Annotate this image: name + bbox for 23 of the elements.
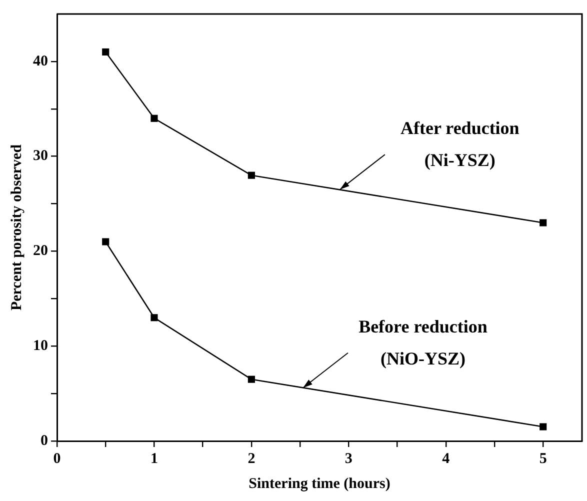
x-tick-label: 2 xyxy=(248,450,256,467)
y-tick-label: 20 xyxy=(33,243,48,260)
point xyxy=(540,423,547,430)
point xyxy=(248,376,255,383)
annotation: After reduction (Ni-YSZ) xyxy=(400,118,520,170)
x-tick-label: 0 xyxy=(53,450,61,467)
x-axis-title: Sintering time (hours) xyxy=(248,476,390,492)
y-tick-label: 10 xyxy=(33,338,48,354)
x-tick-label: 3 xyxy=(344,450,352,467)
x-tick-label: 4 xyxy=(442,450,450,467)
y-tick-label: 30 xyxy=(33,148,48,164)
annotation: Before reduction (NiO-YSZ) xyxy=(358,316,488,369)
x-tick-label: 1 xyxy=(150,450,158,467)
point xyxy=(540,219,547,226)
y-tick-label: 0 xyxy=(40,432,48,449)
y-tick-label: 40 xyxy=(33,53,48,70)
point xyxy=(150,314,158,322)
point xyxy=(248,172,255,179)
point xyxy=(150,114,158,122)
point xyxy=(102,48,110,56)
point xyxy=(102,238,110,246)
x-tick-label: 5 xyxy=(539,450,547,467)
y-axis-title: Percent porosity observed xyxy=(8,144,25,311)
